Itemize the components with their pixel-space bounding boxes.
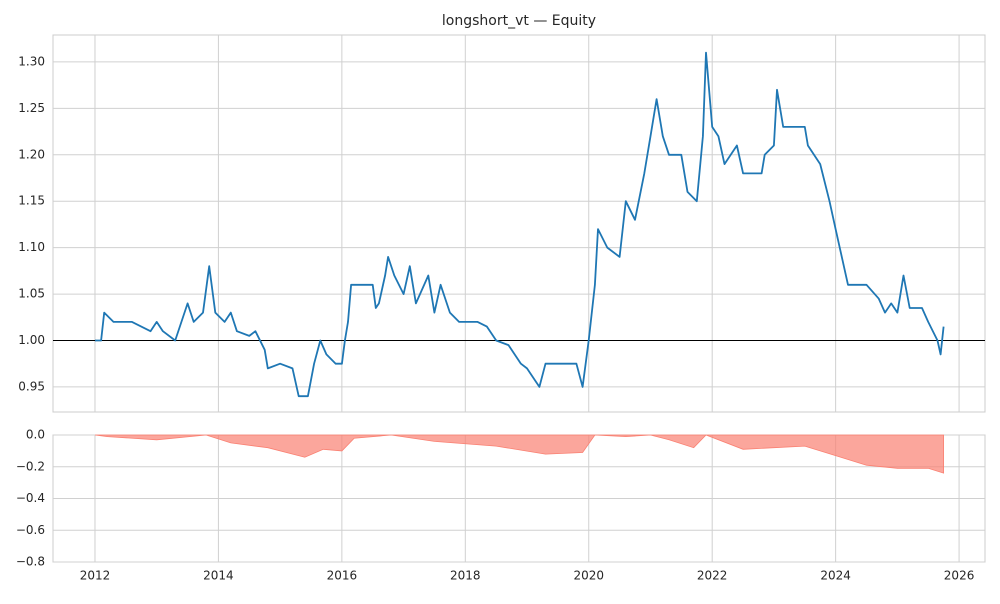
y-tick-label: 1.05 <box>18 287 45 301</box>
x-tick-label: 2024 <box>820 569 851 583</box>
x-tick-label: 2022 <box>697 569 728 583</box>
y-tick-label: 1.25 <box>18 101 45 115</box>
equity-line <box>95 51 945 398</box>
x-tick-label: 2018 <box>450 569 481 583</box>
y-tick-label: 0.0 <box>26 428 45 442</box>
y-tick-label: 1.20 <box>18 147 45 161</box>
x-tick-label: 2014 <box>203 569 234 583</box>
y-tick-label: −0.8 <box>16 555 45 569</box>
drawdown-area <box>94 434 944 474</box>
y-tick-label: 1.15 <box>18 194 45 208</box>
x-tick-label: 2016 <box>327 569 358 583</box>
y-tick-label: −0.6 <box>16 523 45 537</box>
x-tick-label: 2026 <box>944 569 975 583</box>
y-tick-label: 1.00 <box>18 333 45 347</box>
plot-frame <box>52 34 986 413</box>
chart-title: longshort_vt — Equity <box>442 13 596 29</box>
x-tick-label: 2012 <box>80 569 111 583</box>
y-tick-label: 1.10 <box>18 240 45 254</box>
y-tick-label: −0.4 <box>16 491 45 505</box>
x-tick-label: 2020 <box>573 569 604 583</box>
y-tick-label: 0.95 <box>18 379 45 393</box>
y-tick-label: −0.2 <box>16 459 45 473</box>
y-tick-label: 1.30 <box>18 54 45 68</box>
